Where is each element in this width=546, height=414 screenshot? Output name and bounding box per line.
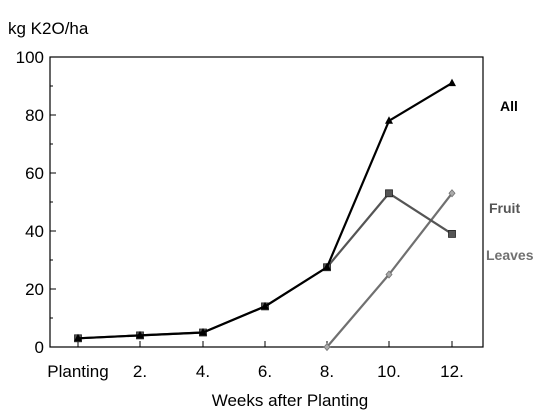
- y-tick-label: 40: [25, 222, 44, 241]
- x-axis: Planting 2. 4. 6. 8. 10. 12.: [47, 341, 464, 381]
- data-point: [323, 262, 331, 271]
- series-leaves: [323, 189, 456, 352]
- data-point: [74, 333, 82, 342]
- data-point: [385, 189, 393, 198]
- data-point: [385, 270, 393, 279]
- x-tick-label: 10.: [377, 362, 401, 381]
- series-all: [74, 78, 456, 342]
- data-point: [448, 78, 456, 87]
- x-tick-label: 4.: [196, 362, 210, 381]
- data-point: [199, 328, 207, 336]
- y-axis: 0 20 40 60 80 100: [16, 48, 56, 357]
- x-tick-label: 8.: [320, 362, 334, 381]
- data-point: [385, 116, 393, 124]
- x-tick-label: 12.: [440, 362, 464, 381]
- data-point: [448, 229, 456, 238]
- series-fruit: [74, 189, 456, 343]
- data-point: [261, 301, 269, 310]
- data-point: [448, 189, 456, 198]
- y-tick-label: 0: [35, 338, 44, 357]
- data-point: [136, 330, 144, 339]
- y-tick-label: 20: [25, 280, 44, 299]
- y-tick-label: 60: [25, 164, 44, 183]
- legend-label-all: All: [500, 98, 518, 114]
- series-line: [326, 192, 453, 348]
- x-tick-label: Planting: [47, 362, 108, 381]
- series-layer: [74, 78, 456, 352]
- legend-label-fruit: Fruit: [489, 200, 520, 216]
- series-line: [77, 82, 453, 340]
- data-point: [323, 342, 331, 352]
- x-tick-label: 2.: [133, 362, 147, 381]
- legend-label-leaves: Leaves: [486, 247, 534, 263]
- x-axis-title: Weeks after Planting: [212, 391, 369, 410]
- legend: All Fruit Leaves: [486, 98, 534, 263]
- x-tick-label: 6.: [258, 362, 272, 381]
- y-tick-label: 80: [25, 106, 44, 125]
- y-tick-label: 100: [16, 48, 44, 67]
- y-axis-title: kg K2O/ha: [8, 19, 89, 38]
